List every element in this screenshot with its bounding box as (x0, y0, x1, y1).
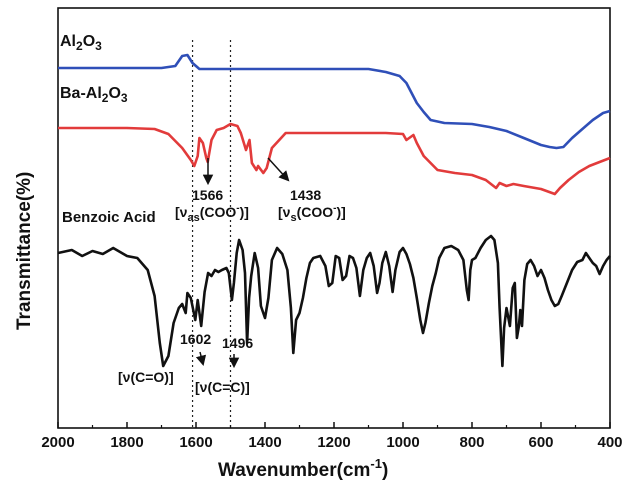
peak-label-1496: 1496 (222, 335, 253, 351)
series-line-1 (58, 122, 611, 196)
series-line-2 (57, 234, 611, 368)
x-ticks: 2000 1800 1600 1400 1200 1000 800 600 400 (41, 422, 623, 451)
assignment-vs-coo: [νs(COO-)] (278, 203, 346, 224)
x-tick-label-1800: 1800 (110, 434, 143, 451)
assignment-v-cc: [ν(C=C)] (195, 379, 250, 395)
x-tick-label-600: 600 (528, 434, 553, 451)
series-label-al2o3: Al2O3 (60, 33, 102, 53)
x-tick-label-1600: 1600 (179, 434, 212, 451)
arrow-1602 (195, 351, 207, 367)
arrow-1438 (267, 157, 290, 182)
series-layer (57, 53, 611, 368)
x-axis-title: Wavenumber(cm-1) (218, 456, 388, 481)
peak-label-1602: 1602 (180, 331, 211, 347)
peak-label-1438: 1438 (290, 187, 321, 203)
x-tick-label-2000: 2000 (41, 434, 74, 451)
series-line-0 (58, 53, 611, 150)
x-tick-label-1000: 1000 (386, 434, 419, 451)
x-tick-label-400: 400 (597, 434, 622, 451)
peak-label-1566: 1566 (192, 187, 223, 203)
x-tick-label-1400: 1400 (248, 434, 281, 451)
series-label-benzoic-acid: Benzoic Acid (62, 209, 156, 226)
x-tick-label-800: 800 (459, 434, 484, 451)
x-tick-label-1200: 1200 (317, 434, 350, 451)
series-label-ba-al2o3: Ba-Al2O3 (60, 85, 128, 105)
plot-frame (57, 7, 611, 429)
assignment-vas-coo: [νas(COO-)] (175, 203, 249, 224)
assignment-v-co: [ν(C=O)] (118, 369, 174, 385)
y-axis-title: Transmittance(%) (14, 172, 35, 330)
